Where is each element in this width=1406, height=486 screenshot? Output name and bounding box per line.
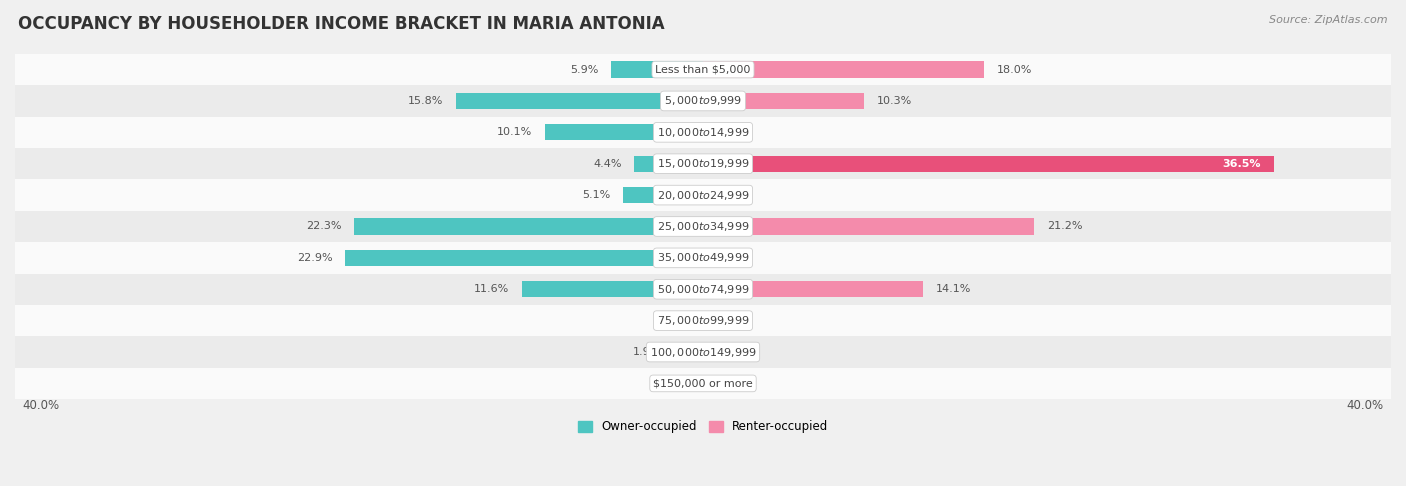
Text: 0.0%: 0.0% xyxy=(716,190,744,200)
Bar xyxy=(610,61,703,78)
Bar xyxy=(0,368,1406,399)
Bar xyxy=(673,344,703,360)
Bar xyxy=(0,54,1406,85)
Bar xyxy=(703,93,865,109)
Bar xyxy=(0,179,1406,211)
Bar xyxy=(0,274,1406,305)
Bar xyxy=(623,187,703,203)
Bar xyxy=(703,218,1035,235)
Bar xyxy=(522,281,703,297)
Text: 5.1%: 5.1% xyxy=(582,190,610,200)
Text: $75,000 to $99,999: $75,000 to $99,999 xyxy=(657,314,749,327)
Text: $20,000 to $24,999: $20,000 to $24,999 xyxy=(657,189,749,202)
Text: 22.3%: 22.3% xyxy=(307,222,342,231)
Bar xyxy=(546,124,703,140)
Bar xyxy=(0,211,1406,242)
Text: 40.0%: 40.0% xyxy=(22,399,60,412)
Text: $150,000 or more: $150,000 or more xyxy=(654,379,752,388)
Text: 14.1%: 14.1% xyxy=(936,284,972,294)
Bar xyxy=(0,336,1406,368)
Text: 11.6%: 11.6% xyxy=(474,284,509,294)
Bar xyxy=(0,242,1406,274)
Bar xyxy=(344,250,703,266)
Text: $15,000 to $19,999: $15,000 to $19,999 xyxy=(657,157,749,170)
Legend: Owner-occupied, Renter-occupied: Owner-occupied, Renter-occupied xyxy=(572,416,834,438)
Text: 0.0%: 0.0% xyxy=(716,315,744,326)
Text: 4.4%: 4.4% xyxy=(593,159,621,169)
Text: 0.0%: 0.0% xyxy=(662,379,690,388)
Bar xyxy=(703,281,924,297)
Text: Source: ZipAtlas.com: Source: ZipAtlas.com xyxy=(1270,15,1388,25)
Text: 21.2%: 21.2% xyxy=(1047,222,1083,231)
Text: 36.5%: 36.5% xyxy=(1223,159,1261,169)
Text: 22.9%: 22.9% xyxy=(297,253,332,263)
Text: 10.1%: 10.1% xyxy=(498,127,533,138)
Bar xyxy=(0,85,1406,117)
Bar xyxy=(456,93,703,109)
Bar xyxy=(0,305,1406,336)
Text: $100,000 to $149,999: $100,000 to $149,999 xyxy=(650,346,756,359)
Text: 15.8%: 15.8% xyxy=(408,96,443,106)
Bar xyxy=(703,61,984,78)
Text: Less than $5,000: Less than $5,000 xyxy=(655,65,751,74)
Text: $25,000 to $34,999: $25,000 to $34,999 xyxy=(657,220,749,233)
Text: 10.3%: 10.3% xyxy=(876,96,912,106)
Text: 1.9%: 1.9% xyxy=(633,347,661,357)
Text: $35,000 to $49,999: $35,000 to $49,999 xyxy=(657,251,749,264)
Text: $10,000 to $14,999: $10,000 to $14,999 xyxy=(657,126,749,139)
Text: 0.0%: 0.0% xyxy=(716,379,744,388)
Text: 0.0%: 0.0% xyxy=(716,127,744,138)
Bar xyxy=(354,218,703,235)
Bar xyxy=(0,148,1406,179)
Text: $50,000 to $74,999: $50,000 to $74,999 xyxy=(657,283,749,296)
Text: $5,000 to $9,999: $5,000 to $9,999 xyxy=(664,94,742,107)
Text: 0.0%: 0.0% xyxy=(716,347,744,357)
Text: 40.0%: 40.0% xyxy=(1346,399,1384,412)
Text: 18.0%: 18.0% xyxy=(997,65,1032,74)
Text: 0.0%: 0.0% xyxy=(716,253,744,263)
Text: 0.0%: 0.0% xyxy=(662,315,690,326)
Bar xyxy=(703,156,1274,172)
Bar xyxy=(634,156,703,172)
Bar xyxy=(0,117,1406,148)
Text: OCCUPANCY BY HOUSEHOLDER INCOME BRACKET IN MARIA ANTONIA: OCCUPANCY BY HOUSEHOLDER INCOME BRACKET … xyxy=(18,15,665,33)
Text: 5.9%: 5.9% xyxy=(569,65,598,74)
